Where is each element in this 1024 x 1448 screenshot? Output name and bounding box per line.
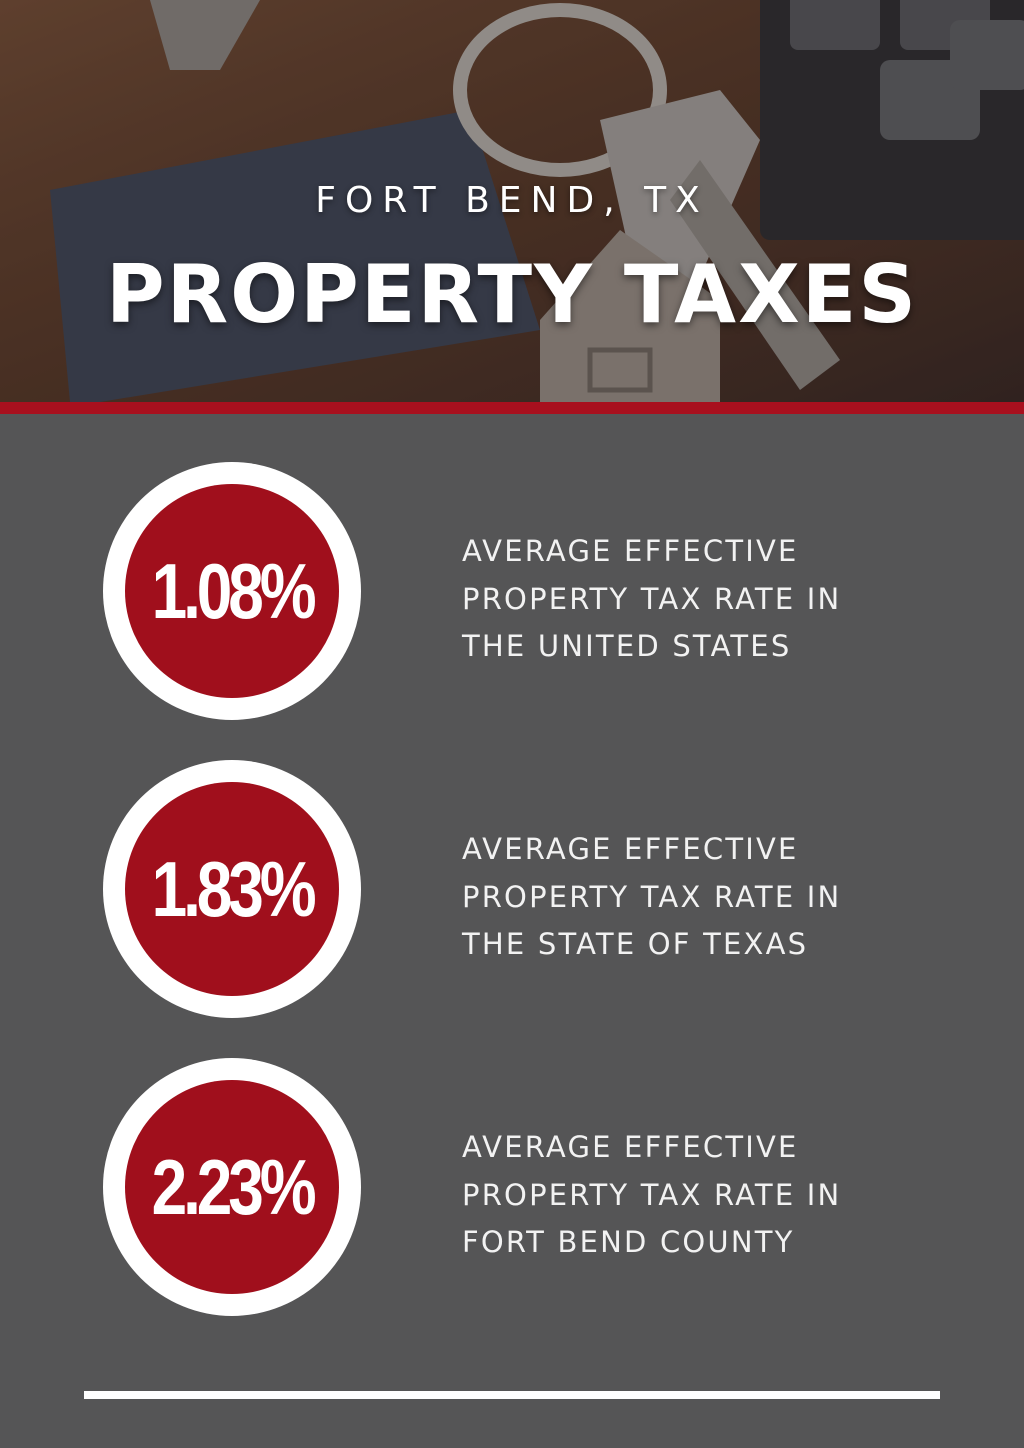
rate-badge: 1.08% <box>103 462 361 720</box>
page-title: PROPERTY TAXES <box>105 248 919 341</box>
description-line: THE STATE OF TEXAS <box>462 927 809 961</box>
rate-value: 1.08% <box>151 546 317 635</box>
stat-fort-bend-county: 2.23% AVERAGE EFFECTIVE PROPERTY TAX RAT… <box>0 1058 1024 1318</box>
description-line: AVERAGE EFFECTIVE <box>462 534 799 568</box>
rate-description: AVERAGE EFFECTIVE PROPERTY TAX RATE IN T… <box>462 826 982 969</box>
hero-photo-keys-icon <box>0 0 1024 402</box>
rate-badge: 1.83% <box>103 760 361 1018</box>
location-subtitle: FORT BEND, TX <box>315 180 709 221</box>
description-line: PROPERTY TAX RATE IN <box>462 581 842 616</box>
description-line: PROPERTY TAX RATE IN <box>462 1177 842 1212</box>
rate-value: 2.23% <box>151 1142 317 1231</box>
stat-united-states: 1.08% AVERAGE EFFECTIVE PROPERTY TAX RAT… <box>0 462 1024 722</box>
description-line: PROPERTY TAX RATE IN <box>462 879 842 914</box>
description-line: THE UNITED STATES <box>462 629 792 663</box>
rate-value: 1.83% <box>151 844 317 933</box>
description-line: AVERAGE EFFECTIVE <box>462 1130 799 1164</box>
stat-texas: 1.83% AVERAGE EFFECTIVE PROPERTY TAX RAT… <box>0 760 1024 1020</box>
accent-divider <box>0 402 1024 414</box>
hero-shade <box>0 0 1024 402</box>
rate-badge-inner: 1.08% <box>125 484 339 698</box>
rate-badge: 2.23% <box>103 1058 361 1316</box>
rate-description: AVERAGE EFFECTIVE PROPERTY TAX RATE IN T… <box>462 528 982 671</box>
rate-badge-inner: 2.23% <box>125 1080 339 1294</box>
description-line: AVERAGE EFFECTIVE <box>462 832 799 866</box>
description-line: FORT BEND COUNTY <box>462 1225 795 1259</box>
rate-description: AVERAGE EFFECTIVE PROPERTY TAX RATE IN F… <box>462 1124 982 1267</box>
rate-badge-inner: 1.83% <box>125 782 339 996</box>
footer-divider <box>84 1391 940 1399</box>
hero-banner: FORT BEND, TX PROPERTY TAXES <box>0 0 1024 402</box>
